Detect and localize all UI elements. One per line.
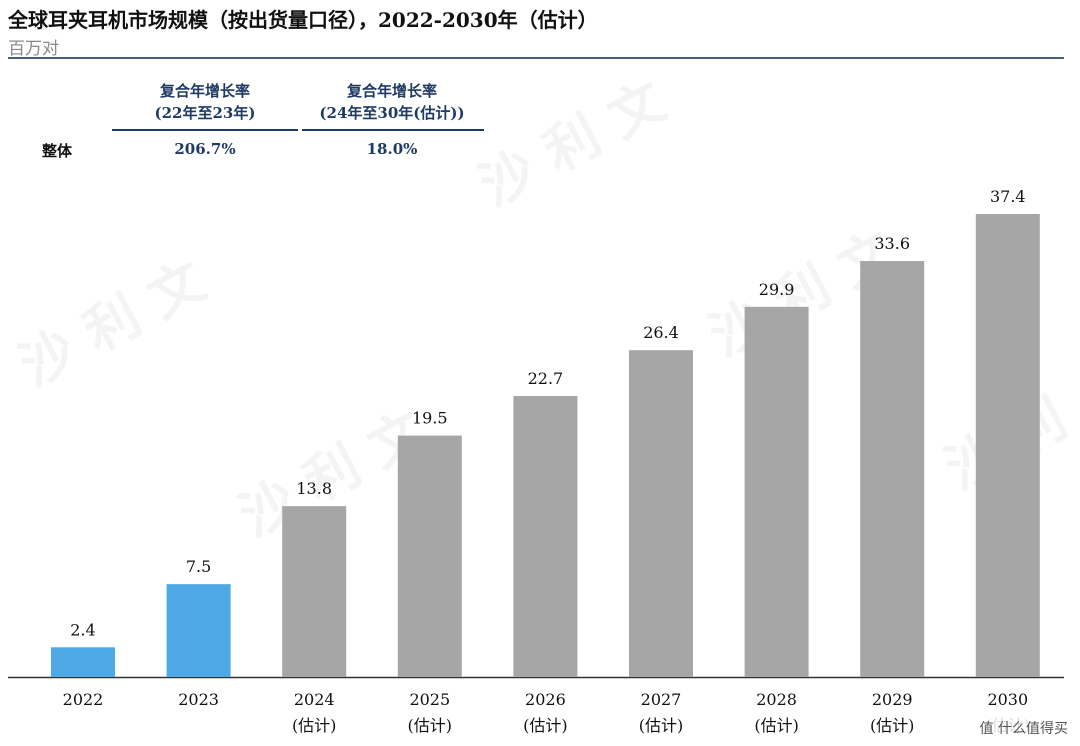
x-tick-label-2028: 2028 [756,690,797,709]
x-tick-label-2030: 2030 [987,690,1028,709]
x-tick-label-2027: 2027 [641,690,682,709]
bar-2024 [282,506,347,677]
data-label-2026: 22.7 [528,369,564,388]
x-tick-label-2026: 2026 [525,690,566,709]
data-label-2027: 26.4 [643,323,679,342]
x-tick-label-2024: 2024 [294,690,335,709]
cagr-header-2-rule [302,129,484,131]
cagr-header-1: 复合年增长率 (22年至23年) [112,80,298,124]
x-tick-sublabel-2029: (估计) [870,716,915,735]
site-badge: 值 什么值得买 [973,716,1074,740]
x-tick-sublabel-2028: (估计) [754,716,799,735]
data-label-2025: 19.5 [412,409,448,428]
bar-2027 [629,350,693,677]
bar-2022 [51,647,115,677]
bar-2025 [397,435,462,677]
data-label-2023: 7.5 [186,557,211,576]
cagr-header-1-line1: 复合年增长率 [159,82,250,100]
cagr-value-24-30: 18.0% [366,140,418,158]
x-tick-label-2022: 2022 [63,690,104,709]
cagr-header-1-line2: (22年至23年) [154,104,256,122]
title-divider [8,57,1064,59]
x-tick-sublabel-2025: (估计) [408,716,453,735]
cagr-value-22-23: 206.7% [174,140,236,158]
unit-label: 百万对 [8,39,59,59]
x-tick-label-2023: 2023 [178,690,219,709]
data-label-2022: 2.4 [70,620,95,639]
bar-2026 [513,395,578,677]
bar-2028 [744,306,809,677]
bar-2030 [975,214,1040,677]
data-label-2029: 33.6 [874,234,910,253]
cagr-header-2-line2: (24年至30年(估计)) [319,104,465,122]
x-tick-label-2029: 2029 [872,690,913,709]
bar-2023 [166,584,231,677]
bar-2029 [860,261,925,677]
x-tick-label-2025: 2025 [409,690,450,709]
cagr-header-2-line1: 复合年增长率 [346,82,437,100]
data-label-2024: 13.8 [296,479,332,498]
chart-title: 全球耳夹耳机市场规模（按出货量口径），2022-2030年（估计） [8,8,598,32]
data-label-2030: 37.4 [990,187,1026,206]
x-tick-sublabel-2024: (估计) [292,716,337,735]
cagr-row-label: 整体 [42,142,73,160]
data-label-2028: 29.9 [759,280,795,299]
x-tick-sublabel-2026: (估计) [523,716,568,735]
x-tick-sublabel-2027: (估计) [639,716,684,735]
cagr-header-1-rule [112,129,298,131]
cagr-header-2: 复合年增长率 (24年至30年(估计)) [300,80,484,124]
